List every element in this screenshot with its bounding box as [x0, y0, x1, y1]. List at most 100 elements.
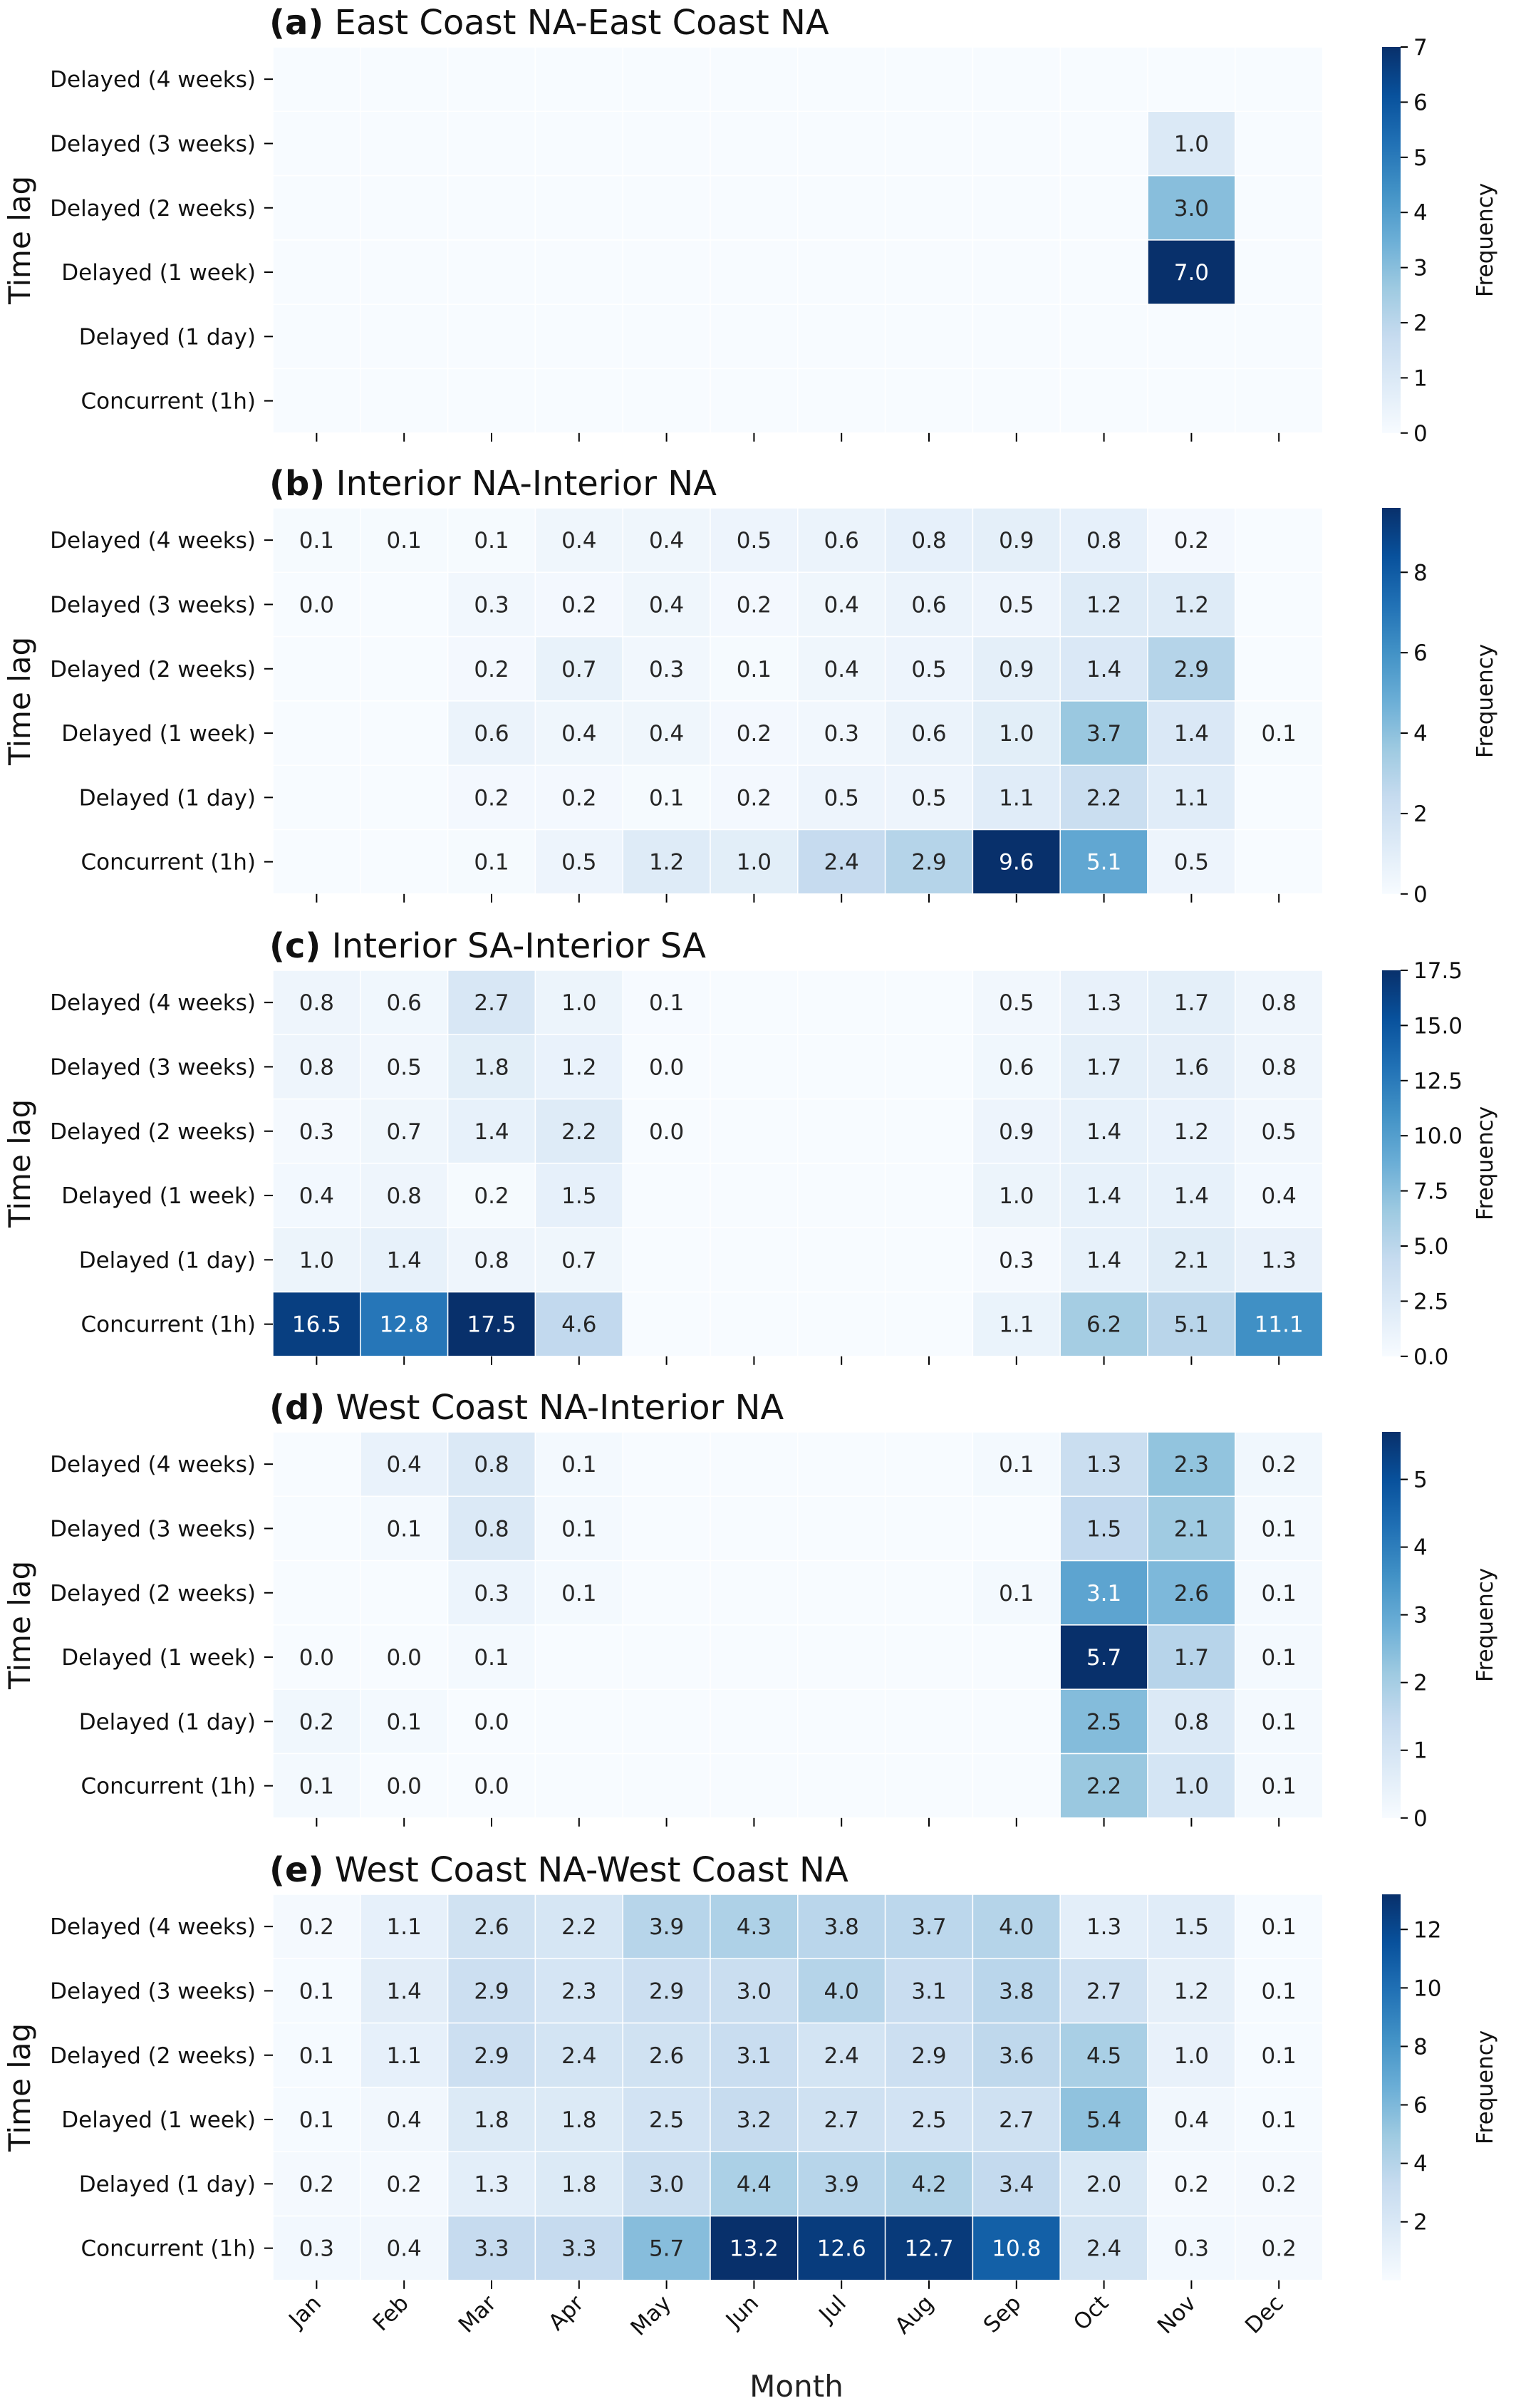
- cell-value-label: 2.5: [911, 2107, 946, 2133]
- x-tick-label: Jan: [283, 2290, 326, 2334]
- panel-letter: (a): [269, 3, 323, 43]
- cell-value-label: 2.2: [561, 1914, 596, 1940]
- cell-value-label: 5.1: [1174, 1312, 1209, 1338]
- heatmap-cell: [1235, 507, 1324, 574]
- cell-value-label: 1.1: [387, 2043, 422, 2069]
- heatmap-cell: [972, 970, 1061, 1036]
- heatmap-cell: [622, 1034, 711, 1100]
- cell-value-label: 2.9: [649, 1978, 684, 2004]
- cell-value-label: 1.1: [999, 1312, 1034, 1338]
- cell-value-label: 0.8: [1174, 1709, 1209, 1735]
- cell-value-label: 2.2: [1086, 785, 1121, 811]
- heatmap-cell: [972, 368, 1061, 434]
- heatmap-cell: [884, 2215, 974, 2281]
- cell-value-label: 0.6: [387, 990, 422, 1016]
- heatmap-cell: [534, 571, 623, 638]
- heatmap-cell: [447, 1688, 536, 1755]
- heatmap-cell: [710, 1431, 799, 1498]
- cell-value-label: 3.2: [737, 2107, 772, 2133]
- heatmap-cell: [272, 1034, 361, 1100]
- heatmap-cell: [884, 1624, 974, 1690]
- heatmap-panels: (a) East Coast NA-East Coast NA 1.0 3.0 7.0…: [2, 3, 1498, 2341]
- heatmap-cell: [272, 1624, 361, 1690]
- cell-value-label: 0.8: [474, 1516, 509, 1542]
- cell-value-label: 1.4: [1086, 657, 1121, 683]
- cell-value-label: 0.1: [1262, 1774, 1297, 1800]
- panel-title-text: West Coast NA-West Coast NA: [323, 1850, 848, 1890]
- cell-value-label: 3.0: [1174, 196, 1209, 222]
- heatmap-cell: [360, 1227, 449, 1293]
- cell-value-label: 0.2: [299, 2171, 334, 2197]
- y-tick-label: Delayed (4 weeks): [50, 528, 256, 554]
- cell-value-label: 1.4: [1086, 1183, 1121, 1209]
- cell-value-label: 1.7: [1174, 1645, 1209, 1671]
- heatmap-cell: [447, 635, 536, 702]
- cell-value-label: 2.4: [561, 2043, 596, 2069]
- cell-value-label: 1.4: [474, 1119, 509, 1145]
- panel-c: (c) Interior SA-Interior SA 0.8 0.6 2.7 1.0 0…: [2, 926, 1498, 1370]
- heatmap-cell: [797, 1034, 886, 1100]
- colorbar-tick-label: 8: [1413, 2034, 1428, 2060]
- heatmap-cell: [272, 2151, 361, 2217]
- cell-value-label: 1.2: [1174, 1978, 1209, 2004]
- heatmap-cell: [972, 507, 1061, 574]
- cell-value-label: 0.8: [1262, 990, 1297, 1016]
- cell-value-label: 1.0: [999, 721, 1034, 747]
- cell-value-label: 0.8: [1262, 1054, 1297, 1080]
- cell-value-label: 0.1: [1262, 1709, 1297, 1735]
- heatmap-cell: [272, 1753, 361, 1819]
- colorbar-tick-label: 2: [1413, 2210, 1428, 2236]
- heatmap-cell: [447, 1291, 536, 1357]
- heatmap-cell: [884, 2087, 974, 2152]
- cell-value-label: 1.0: [1174, 131, 1209, 157]
- heatmap-cell: [884, 1034, 974, 1100]
- cell-value-label: 0.1: [999, 1581, 1034, 1607]
- cell-value-label: 1.8: [561, 2107, 596, 2133]
- cell-value-label: 0.4: [649, 592, 684, 618]
- heatmap-cell: [360, 1958, 449, 2024]
- cell-value-label: 2.3: [561, 1978, 596, 2004]
- y-tick-label: Concurrent (1h): [81, 850, 256, 876]
- heatmap-cell: [447, 1753, 536, 1819]
- cell-value-label: 0.1: [1262, 1645, 1297, 1671]
- cell-value-label: 1.2: [649, 850, 684, 876]
- heatmap-cell: [447, 1894, 536, 1960]
- heatmap-cell: [797, 368, 886, 434]
- cell-value-label: 0.4: [824, 592, 859, 618]
- heatmap-cell: [534, 368, 623, 434]
- heatmap-cell: [1059, 1958, 1148, 2024]
- cell-value-label: 0.4: [561, 721, 596, 747]
- heatmap-cell: [710, 1560, 799, 1626]
- heatmap-cell: [1235, 764, 1324, 831]
- heatmap-cell: [447, 1098, 536, 1164]
- heatmap-cell: [710, 1227, 799, 1293]
- y-tick-label: Delayed (3 weeks): [50, 131, 256, 157]
- heatmap-cell: [797, 2151, 886, 2217]
- heatmap-cell: [622, 1624, 711, 1690]
- colorbar-tick-label: 5: [1413, 1468, 1428, 1493]
- cell-value-label: 0.1: [299, 2043, 334, 2069]
- y-tick-label: Delayed (3 weeks): [50, 592, 256, 618]
- cell-value-label: 0.2: [1262, 2171, 1297, 2197]
- heatmap-cell: [447, 1495, 536, 1562]
- y-tick-label: Delayed (1 day): [79, 1247, 256, 1273]
- cell-value-label: 0.2: [1174, 528, 1209, 554]
- heatmap-cell: [710, 764, 799, 831]
- cell-value-label: 1.5: [1174, 1914, 1209, 1940]
- cell-value-label: 2.4: [824, 2043, 859, 2069]
- cell-value-label: 2.5: [649, 2107, 684, 2133]
- heatmap-cell: [797, 1163, 886, 1228]
- cell-value-label: 11.1: [1255, 1312, 1304, 1338]
- heatmap-cell: [1235, 2087, 1324, 2152]
- cell-value-label: 0.6: [824, 528, 859, 554]
- cell-value-label: 2.9: [1174, 657, 1209, 683]
- heatmap-cell: [360, 303, 449, 370]
- heatmap-cell: [272, 1291, 361, 1357]
- cell-value-label: 1.3: [1086, 1452, 1121, 1478]
- cell-value-label: 12.6: [817, 2236, 866, 2262]
- heatmap-cell: [534, 1227, 623, 1293]
- heatmap-cell: [1147, 1958, 1236, 2024]
- heatmap-cell: [972, 1688, 1061, 1755]
- heatmap-cell: [622, 1227, 711, 1293]
- cell-value-label: 0.2: [474, 1183, 509, 1209]
